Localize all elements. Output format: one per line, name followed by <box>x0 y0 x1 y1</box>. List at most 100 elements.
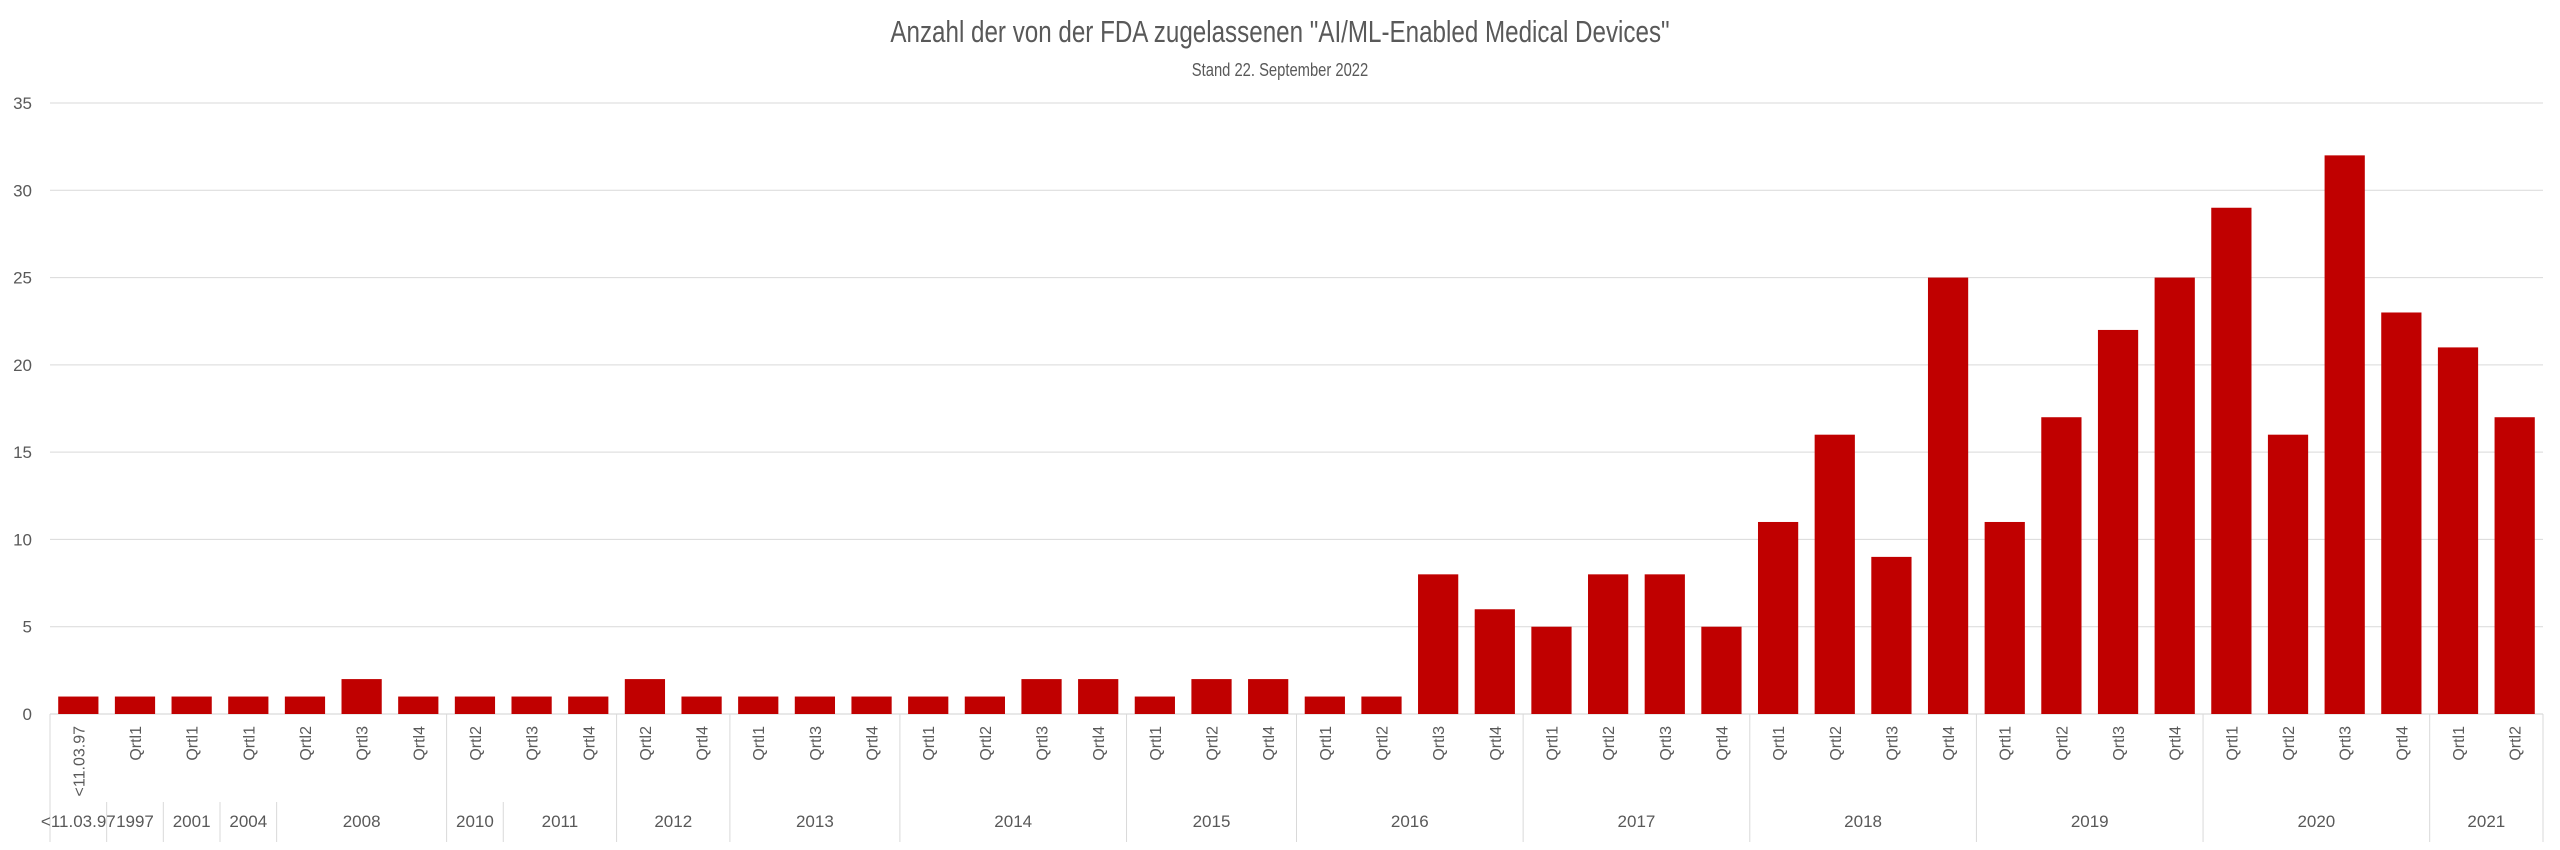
category-label: Qrtl1 <box>1771 726 1788 761</box>
category-label: Qrtl3 <box>2111 726 2128 761</box>
category-label: Qrtl4 <box>1941 726 1958 761</box>
bar <box>1644 574 1685 714</box>
bar <box>2097 329 2139 714</box>
category-label: Qrtl2 <box>1601 726 1618 761</box>
bar <box>2324 155 2365 714</box>
category-label: Qrtl4 <box>581 726 598 761</box>
category-label: Qrtl3 <box>808 726 825 761</box>
bar <box>1814 434 1855 714</box>
category-label: Qrtl2 <box>2054 726 2071 761</box>
bar <box>58 696 99 714</box>
category-label: Qrtl1 <box>2224 726 2241 761</box>
bar <box>851 696 892 714</box>
category-label: Qrtl3 <box>1431 726 1448 761</box>
category-label: Qrtl4 <box>865 726 882 761</box>
bar <box>1191 679 1232 714</box>
group-label: <11.03.97 <box>41 812 116 831</box>
category-label: Qrtl4 <box>1714 726 1731 761</box>
bar <box>1361 696 1402 714</box>
y-tick-label: 5 <box>23 618 32 637</box>
bar <box>171 696 212 714</box>
bar <box>2267 434 2309 714</box>
bar <box>1531 626 1572 714</box>
category-label: Qrtl2 <box>978 726 995 761</box>
category-label: Qrtl3 <box>525 726 542 761</box>
bar <box>341 679 382 714</box>
category-label: Qrtl3 <box>1884 726 1901 761</box>
category-label: Qrtl4 <box>2168 726 2185 761</box>
group-label: 2016 <box>1391 812 1429 831</box>
y-tick-label: 15 <box>13 443 32 462</box>
category-label: Qrtl4 <box>695 726 712 761</box>
bar <box>1304 696 1345 714</box>
bar <box>1984 521 2025 714</box>
category-label: Qrtl4 <box>2394 726 2411 761</box>
y-tick-label: 20 <box>13 356 32 375</box>
category-label: Qrtl1 <box>241 726 258 761</box>
bar <box>964 696 1005 714</box>
category-label: Qrtl1 <box>185 726 202 761</box>
bar <box>908 696 949 714</box>
bar <box>454 696 496 714</box>
bar <box>1871 556 1912 714</box>
category-label: Qrtl1 <box>921 726 938 761</box>
group-label: 2014 <box>994 812 1032 831</box>
bar <box>794 696 836 714</box>
bar <box>2154 277 2195 714</box>
bar <box>1134 696 1175 714</box>
category-label: Qrtl4 <box>1091 726 1108 761</box>
category-label: Qrtl2 <box>1828 726 1845 761</box>
y-tick-label: 30 <box>13 181 32 200</box>
chart-title: Anzahl der von der FDA zugelassenen "AI/… <box>890 14 1670 49</box>
category-label: Qrtl2 <box>1374 726 1391 761</box>
group-label: 1997 <box>116 812 154 831</box>
bar <box>2494 417 2535 714</box>
category-label: Qrtl2 <box>468 726 485 761</box>
category-label: Qrtl2 <box>638 726 655 761</box>
bar <box>1927 277 1969 714</box>
bar <box>624 679 666 714</box>
category-label: Qrtl2 <box>2508 726 2525 761</box>
category-label: Qrtl3 <box>1035 726 1052 761</box>
category-label: Qrtl2 <box>2281 726 2298 761</box>
bar <box>738 696 779 714</box>
bar <box>1021 679 1062 714</box>
category-label: <11.03.97 <box>71 726 88 797</box>
category-label: Qrtl3 <box>355 726 372 761</box>
category-label: Qrtl1 <box>1318 726 1335 761</box>
y-tick-label: 35 <box>13 94 32 113</box>
group-label: 2019 <box>2071 812 2109 831</box>
group-label: 2004 <box>229 812 267 831</box>
y-tick-label: 10 <box>13 530 32 549</box>
category-label: Qrtl2 <box>298 726 315 761</box>
category-label: Qrtl4 <box>411 726 428 761</box>
category-label: Qrtl1 <box>1148 726 1165 761</box>
category-label: Qrtl4 <box>1261 726 1278 761</box>
bar <box>284 696 326 714</box>
bar <box>228 696 269 714</box>
y-tick-label: 0 <box>23 705 32 724</box>
category-label: Qrtl3 <box>1658 726 1675 761</box>
bar <box>511 696 552 714</box>
bar <box>1757 521 1799 714</box>
group-label: 2010 <box>456 812 494 831</box>
category-label: Qrtl1 <box>2451 726 2468 761</box>
bar <box>398 696 439 714</box>
group-label: 2021 <box>2467 812 2505 831</box>
bar <box>1701 626 1742 714</box>
bar <box>2437 347 2479 714</box>
group-label: 2015 <box>1193 812 1231 831</box>
bar <box>2041 417 2082 714</box>
group-label: 2013 <box>796 812 834 831</box>
bar <box>568 696 609 714</box>
bar <box>2211 207 2252 714</box>
group-label: 2008 <box>343 812 381 831</box>
category-label: Qrtl1 <box>751 726 768 761</box>
group-label: 2018 <box>1844 812 1882 831</box>
bar <box>681 696 722 714</box>
bar <box>114 696 156 714</box>
group-label: 2011 <box>542 812 579 831</box>
category-label: Qrtl2 <box>1205 726 1222 761</box>
bar <box>1418 574 1459 714</box>
